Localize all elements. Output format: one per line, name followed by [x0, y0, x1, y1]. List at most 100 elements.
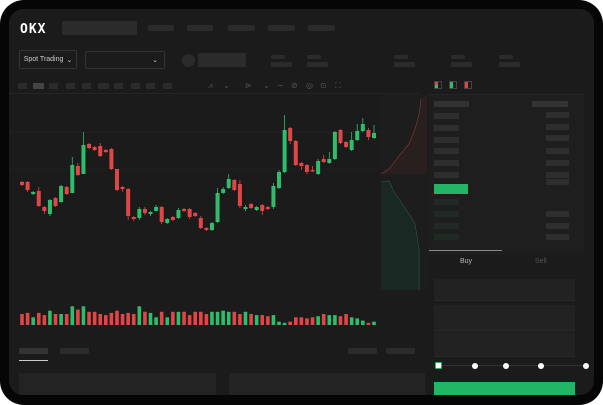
ask-price[interactable]	[434, 160, 459, 166]
candle	[187, 208, 192, 219]
slider-stop-25[interactable]	[472, 363, 478, 369]
candle-body	[316, 161, 321, 174]
tab-open-orders[interactable]	[19, 348, 48, 354]
volume-bar	[76, 309, 80, 325]
chevron-down-icon[interactable]: ⌄	[263, 81, 270, 90]
volume-bar	[361, 320, 365, 325]
orderbook-header-amount	[532, 101, 568, 107]
slider-thumb[interactable]	[435, 362, 442, 369]
ask-price[interactable]	[434, 113, 459, 119]
slider-stop-75[interactable]	[538, 363, 544, 369]
timeframe-button[interactable]	[163, 83, 172, 89]
nav-item[interactable]	[148, 25, 174, 31]
timeframe-button[interactable]	[98, 83, 109, 89]
volume-bar	[137, 306, 142, 325]
candle	[282, 115, 287, 173]
ask-price[interactable]	[434, 148, 459, 154]
candle	[109, 148, 114, 170]
volume-bar	[299, 317, 304, 325]
chart-type-icon[interactable]: ⊳	[245, 81, 252, 90]
candlestick-chart[interactable]	[9, 9, 594, 395]
volume-bar	[333, 315, 337, 325]
volume-bar	[338, 316, 343, 325]
buy-button[interactable]	[434, 382, 575, 395]
candle	[59, 185, 64, 203]
candle	[154, 205, 159, 211]
candle-body	[288, 128, 293, 141]
candle-body	[209, 223, 214, 230]
ruler-icon[interactable]: ⊘	[291, 81, 298, 90]
chevron-down-icon: ⌄	[66, 56, 73, 64]
candle-body	[109, 149, 114, 169]
tab-order-history[interactable]	[60, 348, 89, 354]
camera-icon[interactable]: ◎	[306, 81, 313, 90]
bid-price[interactable]	[434, 234, 459, 240]
orderbook-both-icon[interactable]	[434, 81, 442, 89]
filter-button[interactable]	[348, 348, 377, 354]
candle-body	[198, 218, 203, 228]
candle	[25, 181, 30, 192]
price-input[interactable]	[434, 279, 575, 301]
ask-amount	[546, 112, 569, 118]
stat-label	[499, 55, 513, 59]
settings-icon[interactable]: ⊙	[320, 81, 327, 90]
volume-bar	[176, 311, 181, 325]
fullscreen-icon[interactable]: ⛶	[335, 81, 341, 90]
candle	[232, 179, 237, 191]
market-selector-button[interactable]: Spot Trading ⌄	[19, 50, 77, 69]
candle-body	[20, 182, 24, 185]
stat-value	[451, 62, 472, 67]
ask-price[interactable]	[434, 125, 459, 131]
bid-price[interactable]	[434, 223, 459, 229]
volume-bar	[198, 311, 203, 325]
timeframe-button[interactable]	[49, 83, 58, 89]
slider-stop-50[interactable]	[503, 363, 509, 369]
timeframe-button[interactable]	[18, 83, 27, 89]
nav-item[interactable]	[268, 25, 295, 31]
nav-item[interactable]	[308, 25, 335, 31]
sell-tab[interactable]: Sell	[535, 258, 547, 265]
bid-amount	[546, 223, 569, 229]
candle	[98, 143, 103, 157]
bid-price[interactable]	[434, 199, 459, 205]
nav-item[interactable]	[228, 25, 255, 31]
stat-label	[451, 55, 465, 59]
filter-button[interactable]	[386, 348, 415, 354]
buy-tab[interactable]: Buy	[460, 258, 473, 265]
indicator-icon[interactable]: ⩘	[208, 81, 213, 90]
volume-bar	[148, 312, 153, 325]
pair-selector-dropdown[interactable]: ⌄	[85, 51, 165, 69]
total-input[interactable]	[434, 332, 575, 357]
candle-body	[176, 210, 181, 218]
orderbook-asks-icon[interactable]	[464, 81, 472, 89]
candle	[126, 188, 131, 220]
timeframe-button[interactable]	[82, 83, 91, 89]
line-tool-icon[interactable]: ∼	[277, 81, 284, 90]
candle-body	[25, 182, 30, 190]
candle	[332, 131, 337, 160]
timeframe-button[interactable]	[131, 83, 140, 89]
timeframe-button[interactable]	[146, 83, 155, 89]
timeframe-button[interactable]	[114, 83, 123, 89]
timeframe-button-active[interactable]	[33, 83, 44, 89]
bid-amount	[546, 234, 569, 240]
candle-body	[338, 130, 343, 143]
slider-stop-100[interactable]	[583, 363, 589, 369]
candle	[198, 216, 203, 229]
volume-bar	[25, 312, 30, 325]
search-bar[interactable]	[62, 21, 137, 35]
amount-input[interactable]	[434, 305, 575, 331]
stat-value	[271, 62, 292, 67]
candle	[20, 181, 24, 186]
chevron-down-icon[interactable]: ⌄	[223, 81, 230, 90]
candle-body	[64, 187, 69, 194]
timeframe-button[interactable]	[66, 83, 75, 89]
slider-track[interactable]	[439, 365, 589, 366]
volume-bar	[31, 317, 35, 325]
orderbook-bids-icon[interactable]	[449, 81, 457, 89]
bid-price[interactable]	[434, 211, 459, 217]
nav-item[interactable]	[187, 25, 213, 31]
ask-price[interactable]	[434, 137, 459, 143]
ask-price[interactable]	[434, 172, 459, 178]
candle-body	[293, 141, 298, 165]
